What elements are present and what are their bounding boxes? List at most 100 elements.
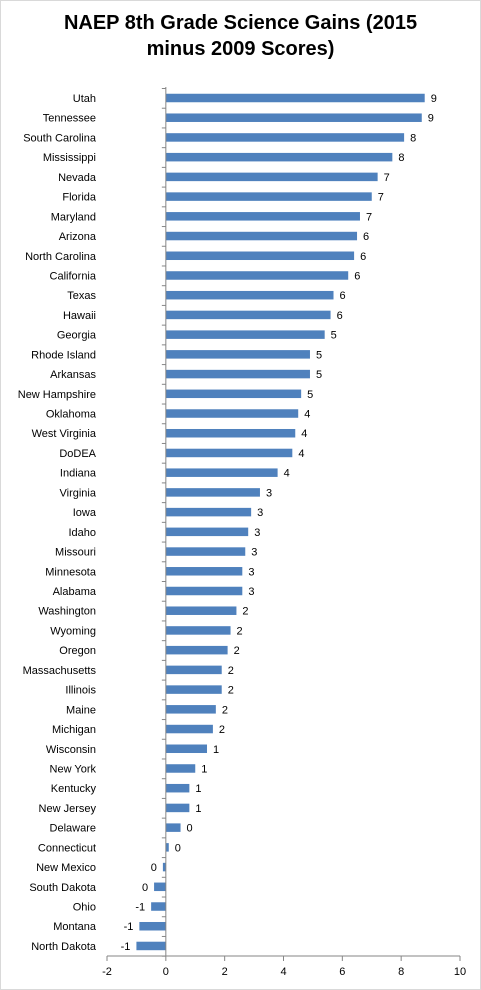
- data-label: 2: [228, 665, 234, 677]
- bar: [165, 783, 190, 793]
- category-label: New Hampshire: [18, 389, 96, 401]
- bar: [165, 448, 293, 458]
- data-label: 5: [316, 349, 322, 361]
- bar: [165, 152, 393, 162]
- data-label: 1: [195, 803, 201, 815]
- x-tick-label: 10: [454, 966, 466, 978]
- bar: [165, 645, 228, 655]
- data-label: 2: [237, 625, 243, 637]
- category-label: Idaho: [68, 527, 96, 539]
- category-label: Rhode Island: [31, 349, 96, 361]
- bar: [165, 685, 222, 694]
- category-label: Nevada: [58, 172, 97, 184]
- data-label: 3: [257, 507, 263, 519]
- bar: [165, 192, 372, 201]
- data-label: 2: [228, 685, 234, 697]
- bar: [165, 172, 378, 182]
- category-label: Minnesota: [45, 566, 97, 578]
- bar: [165, 567, 243, 576]
- bar: [165, 665, 222, 675]
- x-tick-label: 2: [222, 966, 228, 978]
- data-label: 3: [266, 487, 272, 499]
- bar: [165, 468, 278, 477]
- category-label: Ohio: [73, 902, 96, 914]
- data-label: 1: [213, 744, 219, 756]
- data-label: 3: [248, 566, 254, 578]
- bar: [165, 547, 246, 556]
- bar: [165, 133, 405, 142]
- data-label: 1: [201, 763, 207, 775]
- bar: [165, 369, 310, 379]
- data-label: 4: [284, 468, 290, 480]
- category-label: North Dakota: [31, 941, 97, 953]
- bar: [165, 507, 252, 517]
- bar: [165, 606, 237, 615]
- data-label: 6: [360, 251, 366, 263]
- category-label: Indiana: [60, 468, 97, 480]
- data-label: 6: [340, 290, 346, 302]
- category-label: Wyoming: [50, 625, 96, 637]
- bar: [165, 330, 325, 339]
- data-label: 9: [428, 113, 434, 125]
- category-label: Hawaii: [63, 310, 96, 322]
- category-label: New York: [50, 763, 97, 775]
- bar: [165, 527, 249, 537]
- data-label: 4: [304, 409, 310, 421]
- category-label: Connecticut: [38, 842, 96, 854]
- category-label: Maryland: [51, 211, 96, 223]
- data-label: 2: [234, 645, 240, 657]
- data-label: 8: [398, 152, 404, 164]
- category-label: Wisconsin: [46, 744, 96, 756]
- bar: [165, 389, 302, 399]
- data-label: 4: [298, 448, 304, 460]
- category-label: North Carolina: [25, 251, 97, 263]
- bar: [139, 921, 166, 931]
- data-label: 7: [384, 172, 390, 184]
- data-label: 8: [410, 132, 416, 144]
- category-label: Arizona: [59, 231, 97, 243]
- chart-title: NAEP 8th Grade Science Gains (2015 minus…: [0, 10, 481, 62]
- bar: [165, 626, 231, 635]
- category-label: Florida: [62, 192, 97, 204]
- chart-title-line-1: NAEP 8th Grade Science Gains (2015: [63, 12, 418, 34]
- data-label: 3: [251, 547, 257, 559]
- bar: [162, 862, 166, 872]
- category-label: South Dakota: [29, 882, 97, 894]
- category-label: Georgia: [57, 330, 97, 342]
- bar: [165, 705, 216, 714]
- category-label: South Carolina: [23, 132, 97, 144]
- data-label: 1: [195, 783, 201, 795]
- category-label: West Virginia: [32, 428, 97, 440]
- category-label: Delaware: [50, 823, 96, 835]
- data-label: 6: [337, 310, 343, 322]
- category-label: Virginia: [60, 487, 97, 499]
- category-label: Washington: [38, 606, 96, 618]
- bar: [165, 724, 213, 734]
- bar: [165, 251, 355, 261]
- data-label: 3: [254, 527, 260, 539]
- chart-title-line-2: minus 2009 Scores): [146, 38, 335, 60]
- bar: [165, 428, 296, 438]
- bar: [165, 586, 243, 596]
- category-label: California: [50, 270, 97, 282]
- data-label: 4: [301, 428, 307, 440]
- category-label: Montana: [53, 921, 97, 933]
- bar: [165, 350, 310, 359]
- category-label: New Jersey: [39, 803, 97, 815]
- category-label: Oregon: [59, 645, 96, 657]
- data-label: 0: [175, 842, 181, 854]
- category-label: Texas: [67, 290, 96, 302]
- x-tick-label: 4: [280, 966, 286, 978]
- x-tick-label: 8: [398, 966, 404, 978]
- bar: [165, 764, 196, 773]
- bar: [165, 113, 422, 122]
- bar: [136, 941, 166, 951]
- category-label: Iowa: [73, 507, 97, 519]
- bar: [165, 488, 260, 497]
- data-label: -1: [121, 941, 131, 953]
- data-label: 0: [187, 823, 193, 835]
- data-label: 3: [248, 586, 254, 598]
- data-label: 7: [378, 192, 384, 204]
- category-label: New Mexico: [36, 862, 96, 874]
